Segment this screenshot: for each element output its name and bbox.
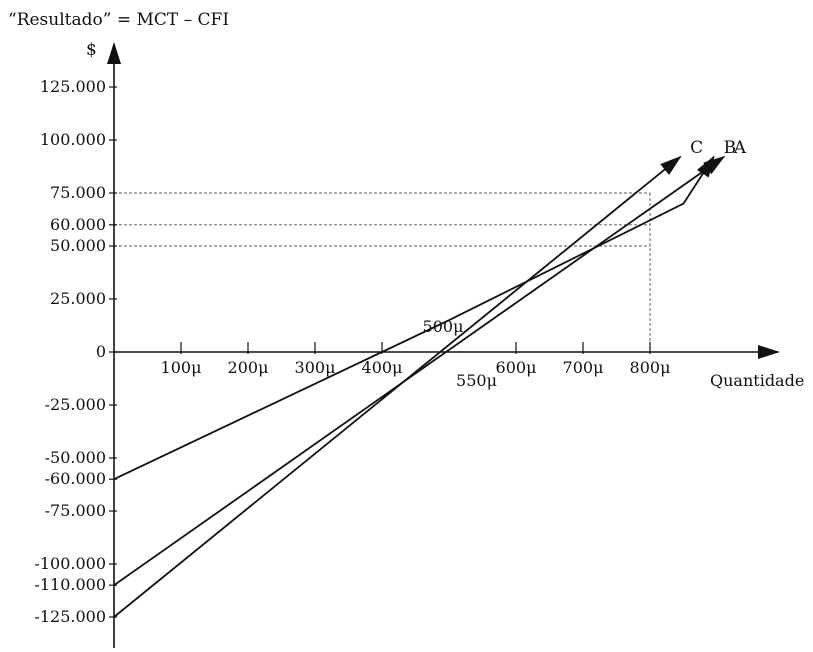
y-tick-label-13: -125.000 <box>34 607 106 626</box>
series-line-C <box>113 155 682 618</box>
y-tick-label-8: -50.000 <box>45 448 106 467</box>
x-tick-label-6: 800μ <box>630 358 671 377</box>
x-ticks: 100μ 200μ 300μ 400μ 600μ 700μ 800μ <box>161 342 671 377</box>
chart-title: “Resultado” = MCT – CFI <box>8 10 229 30</box>
x-tick-label-4: 600μ <box>496 358 537 377</box>
y-tick-label-0: 125.000 <box>40 77 106 96</box>
annotations: 500μ 550μ <box>423 317 497 390</box>
x-tick-label-3: 400μ <box>362 358 403 377</box>
x-tick-label-2: 300μ <box>295 358 336 377</box>
series-group: AB C <box>113 138 747 618</box>
series-label-A: A <box>733 138 747 158</box>
series-label-B: B <box>724 138 737 158</box>
y-tick-label-7: -25.000 <box>45 395 106 414</box>
x-tick-label-1: 200μ <box>228 358 269 377</box>
y-tick-label-6: 0 <box>96 342 106 361</box>
x-axis-label: Quantidade <box>710 371 804 390</box>
annotation-0: 500μ <box>423 317 464 336</box>
guide-lines <box>114 192 651 353</box>
y-tick-label-12: -110.000 <box>34 575 106 594</box>
y-ticks: 125.000 100.000 75.000 60.000 50.000 25.000 0 -… <box>34 77 117 626</box>
x-tick-label-5: 700μ <box>563 358 604 377</box>
y-tick-label-1: 100.000 <box>40 130 106 149</box>
y-tick-label-4: 50.000 <box>50 236 106 255</box>
y-tick-label-10: -75.000 <box>45 501 106 520</box>
y-axis-label: $ <box>86 40 97 60</box>
y-tick-label-2: 75.000 <box>50 183 106 202</box>
series-line-A <box>113 155 726 586</box>
axes <box>107 42 780 648</box>
series-line-B <box>113 155 715 481</box>
y-tick-label-5: 25.000 <box>50 289 106 308</box>
y-tick-label-3: 60.000 <box>50 215 106 234</box>
y-tick-label-9: -60.000 <box>45 469 106 488</box>
series-label-C: C <box>690 138 703 158</box>
x-tick-label-0: 100μ <box>161 358 202 377</box>
annotation-1: 550μ <box>456 371 497 390</box>
y-tick-label-11: -100.000 <box>34 554 106 573</box>
